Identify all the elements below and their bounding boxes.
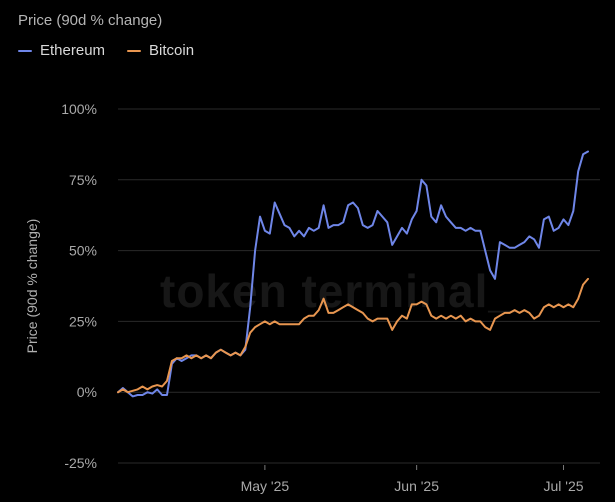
y-axis-ticks: -25% 0% 25% 50% 75% 100% <box>61 101 97 471</box>
legend-item-bitcoin[interactable]: Bitcoin <box>127 42 194 59</box>
legend: Ethereum Bitcoin <box>18 42 194 59</box>
legend-item-ethereum[interactable]: Ethereum <box>18 42 105 59</box>
series-line-bitcoin[interactable] <box>117 277 589 394</box>
legend-swatch-ethereum <box>18 49 32 52</box>
x-tick-label: May '25 <box>241 478 290 494</box>
y-tick-label: 50% <box>69 243 97 259</box>
x-tick-label: Jun '25 <box>394 478 439 494</box>
legend-label-bitcoin: Bitcoin <box>149 42 195 59</box>
y-tick-label: 25% <box>69 313 97 329</box>
y-tick-label: 75% <box>69 172 97 188</box>
chart-title: Price (90d % change) <box>18 12 163 29</box>
legend-swatch-bitcoin <box>127 49 142 52</box>
series-layer <box>117 150 589 398</box>
x-axis-ticks: May '25 Jun '25 Jul '25 <box>241 465 584 494</box>
y-tick-label: -25% <box>64 455 97 471</box>
watermark: token terminal_ <box>160 265 515 317</box>
y-axis-title: Price (90d % change) <box>24 219 40 354</box>
grid-lines <box>118 108 600 464</box>
y-tick-label: 100% <box>61 101 97 117</box>
x-tick-label: Jul '25 <box>544 478 584 494</box>
legend-label-ethereum: Ethereum <box>40 42 106 59</box>
y-tick-label: 0% <box>77 384 97 400</box>
